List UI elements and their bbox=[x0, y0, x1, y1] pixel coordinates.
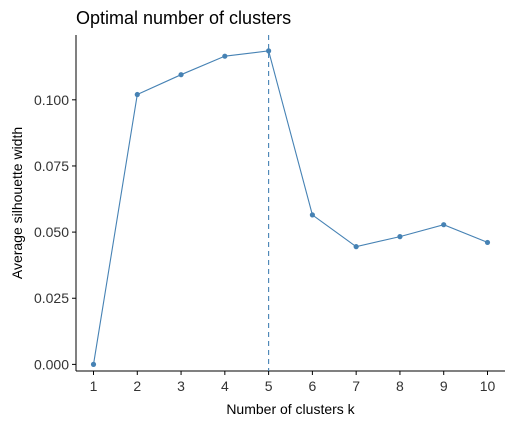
series bbox=[90, 48, 491, 367]
x-tick-label: 2 bbox=[133, 378, 141, 394]
x-axis-title: Number of clusters k bbox=[226, 401, 355, 417]
y-tick-label: 0.000 bbox=[34, 356, 69, 372]
y-tick-label: 0.050 bbox=[34, 224, 69, 240]
data-point-k10 bbox=[484, 239, 491, 246]
x-tick-label: 6 bbox=[308, 378, 316, 394]
data-point-k4 bbox=[222, 53, 228, 59]
x-tick-label: 9 bbox=[440, 378, 448, 394]
y-axis-title: Average silhouette width bbox=[9, 127, 25, 279]
data-point-k8 bbox=[397, 234, 403, 240]
data-point-k3 bbox=[178, 72, 184, 78]
x-tick-label: 5 bbox=[265, 378, 273, 394]
axes bbox=[75, 35, 505, 372]
x-axis-ticks: 1 2 3 4 5 6 7 8 9 10 bbox=[90, 371, 496, 394]
data-point-k7 bbox=[353, 244, 359, 250]
data-point-k5 bbox=[266, 48, 272, 54]
y-tick-label: 0.025 bbox=[34, 290, 69, 306]
data-point-k2 bbox=[134, 91, 140, 98]
x-tick-label: 4 bbox=[221, 378, 229, 394]
y-tick-label: 0.075 bbox=[34, 158, 69, 174]
y-axis-ticks: 0.000 0.025 0.050 0.075 0.100 bbox=[34, 92, 76, 372]
chart-title: Optimal number of clusters bbox=[76, 8, 291, 28]
x-tick-label: 8 bbox=[396, 378, 404, 394]
y-tick-label: 0.100 bbox=[34, 92, 69, 108]
x-tick-label: 1 bbox=[90, 378, 98, 394]
data-point-k9 bbox=[441, 222, 447, 228]
data-point-k6 bbox=[309, 212, 315, 218]
x-tick-label: 7 bbox=[352, 378, 360, 394]
x-tick-label: 3 bbox=[177, 378, 185, 394]
data-point-k1 bbox=[90, 361, 97, 367]
x-tick-label: 10 bbox=[480, 378, 496, 394]
series-line bbox=[92, 50, 488, 365]
